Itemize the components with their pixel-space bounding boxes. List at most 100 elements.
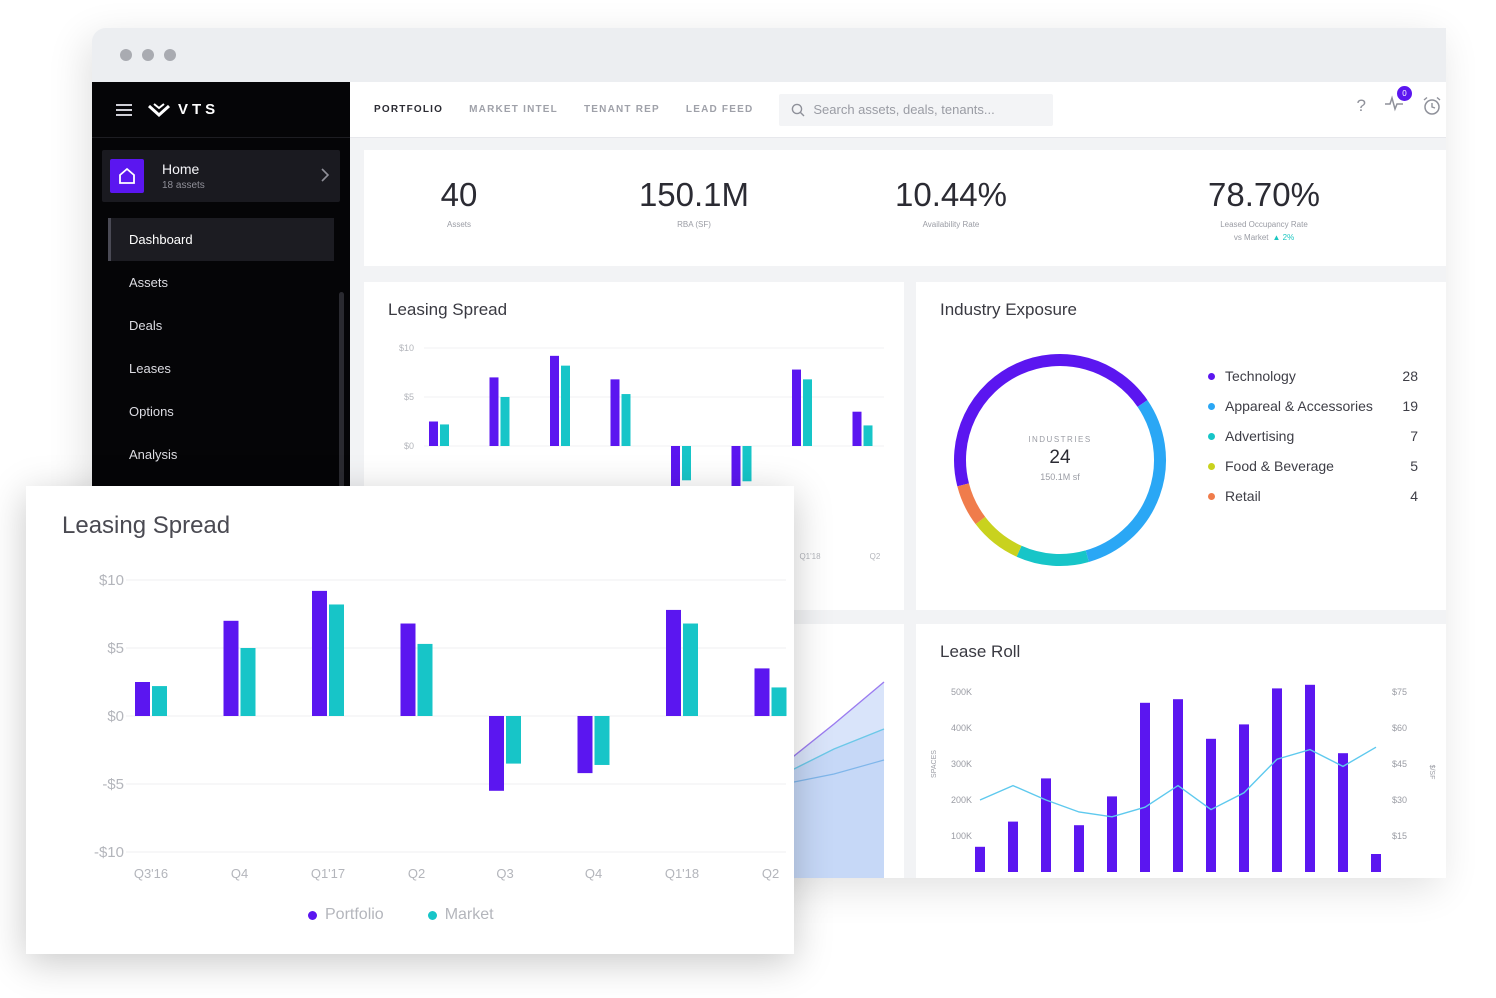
- x-tick-label: Q4: [585, 866, 602, 881]
- legend-item-market[interactable]: Market: [427, 906, 494, 924]
- kpi-label: Leased Occupancy Rate: [1220, 220, 1308, 229]
- tab-tenant-rep[interactable]: TENANT REP: [583, 104, 660, 115]
- bar-portfolio: [610, 379, 620, 446]
- tab-portfolio[interactable]: PORTFOLIO: [374, 104, 444, 115]
- y-right-tick-label: $30: [1392, 795, 1407, 805]
- legend-item-technology[interactable]: Technology 28: [1208, 368, 1418, 384]
- sidebar-item-assets[interactable]: Assets: [129, 275, 169, 290]
- y-left-axis-label: SPACES: [931, 750, 938, 778]
- lease-roll-bar: [1272, 688, 1282, 872]
- y-left-tick-label: 100K: [951, 831, 972, 841]
- card-title: Leasing Spread: [388, 300, 508, 319]
- bar-market: [621, 394, 631, 446]
- activity-button[interactable]: 0: [1384, 86, 1412, 117]
- legend-item-apparel[interactable]: Appareal & Accessories 19: [1208, 398, 1418, 414]
- legend-count: 19: [1402, 398, 1418, 414]
- x-tick-label: Q1'17: [311, 866, 345, 881]
- sidebar-item-dashboard[interactable]: Dashboard: [108, 218, 334, 261]
- legend-item-food-beverage[interactable]: Food & Beverage 5: [1208, 458, 1418, 474]
- window-maximize-dot[interactable]: [164, 49, 176, 61]
- bar-portfolio: [671, 446, 680, 500]
- legend-dot: [1208, 372, 1215, 380]
- legend-item-portfolio[interactable]: Portfolio: [308, 906, 384, 924]
- y-tick-label: -$5: [102, 776, 124, 793]
- kpi-value: 10.44%: [895, 176, 1007, 213]
- menu-icon[interactable]: [116, 103, 132, 116]
- home-card[interactable]: Home 18 assets: [102, 150, 340, 202]
- legend-label: Advertising: [1225, 428, 1295, 444]
- bar-portfolio: [852, 411, 862, 446]
- bar-market: [682, 446, 691, 481]
- sidebar-item-deals[interactable]: Deals: [129, 318, 163, 333]
- kpi-value: 150.1M: [638, 176, 750, 213]
- x-tick-label: Q1'18: [799, 552, 821, 561]
- home-icon: [110, 159, 144, 193]
- y-tick-label: -$10: [94, 844, 124, 861]
- y-tick-label: $5: [107, 640, 124, 657]
- bar-market: [417, 643, 433, 716]
- leasing-spread-zoom-panel: Leasing Spread $10 $5 $0 -$5 -$10 Q3'16 Q4 Q1'1…: [26, 486, 794, 954]
- kpi-label: RBA (SF): [677, 220, 711, 229]
- tab-lead-feed[interactable]: LEAD FEED: [685, 104, 754, 115]
- sidebar-item-options[interactable]: Options: [129, 404, 174, 419]
- lease-roll-bar: [975, 846, 985, 872]
- leasing-spread-mini-chart: $10 $5 $0 Q1'18 Q2: [399, 343, 884, 561]
- legend-item-advertising[interactable]: Advertising 7: [1208, 428, 1418, 444]
- lease-roll-bar: [1107, 796, 1117, 872]
- y-left-tick-label: 500K: [951, 687, 972, 697]
- bar-market: [683, 623, 698, 716]
- x-tick-label: Q2: [870, 552, 881, 561]
- lease-roll-bar: [1371, 854, 1381, 872]
- x-tick-label: Q3'16: [134, 866, 168, 881]
- bar-portfolio: [731, 446, 741, 488]
- y-tick-label: $10: [99, 572, 124, 589]
- bar-portfolio: [577, 716, 593, 774]
- top-icons: ? 0: [1356, 86, 1442, 117]
- legend-label: Portfolio: [325, 906, 384, 923]
- legend-dot: [308, 910, 317, 920]
- lease-roll-bar: [1206, 738, 1216, 872]
- kpi-value: 78.70%: [1208, 176, 1320, 213]
- y-tick-label: $0: [404, 441, 414, 451]
- bar-portfolio: [223, 620, 239, 716]
- lease-roll-chart: 500K $75 400K $60 300K $45 200K $30 100K $15 SPACE…: [931, 684, 1435, 872]
- donut-center-sub: 150.1M sf: [1040, 472, 1080, 482]
- lease-roll-bar: [1074, 825, 1084, 872]
- top-bar: PORTFOLIO MARKET INTEL TENANT REP LEAD F…: [350, 82, 1446, 138]
- bar-portfolio: [400, 623, 416, 716]
- chevron-right-icon: [321, 168, 330, 182]
- sidebar-nav: Dashboard Assets Deals Leases Options An…: [92, 218, 350, 476]
- legend-item-retail[interactable]: Retail 4: [1208, 488, 1418, 504]
- donut-center-value: 24: [1049, 447, 1071, 468]
- donut-slice: [957, 483, 986, 525]
- kpi-label: Assets: [446, 220, 471, 229]
- y-right-tick-label: $45: [1392, 759, 1407, 769]
- legend-label: Food & Beverage: [1225, 458, 1334, 474]
- tab-market-intel[interactable]: MARKET INTEL: [469, 104, 558, 115]
- bar-market: [771, 687, 787, 716]
- window-close-dot[interactable]: [120, 49, 132, 61]
- alarm-clock-icon[interactable]: [1422, 96, 1442, 116]
- sidebar-item-analysis[interactable]: Analysis: [129, 447, 178, 462]
- lease-roll-bar: [1140, 702, 1150, 872]
- window-minimize-dot[interactable]: [142, 49, 154, 61]
- legend-label: Appareal & Accessories: [1225, 398, 1373, 414]
- legend-count: 28: [1402, 368, 1418, 384]
- y-left-tick-label: 400K: [951, 723, 972, 733]
- zoom-legend: Portfolio Market: [308, 906, 494, 924]
- vts-logo[interactable]: VTS: [148, 101, 219, 118]
- donut-slice: [954, 354, 1148, 487]
- bar-market: [152, 686, 167, 716]
- bar-portfolio: [429, 421, 438, 446]
- help-icon[interactable]: ?: [1356, 95, 1366, 115]
- bar-portfolio: [489, 716, 504, 791]
- search-input[interactable]: [813, 102, 1044, 117]
- lease-roll-bar: [1008, 821, 1018, 872]
- kpi-assets: 40 Assets: [404, 176, 514, 229]
- sidebar-item-leases[interactable]: Leases: [129, 361, 171, 376]
- kpi-sub-label: vs Market: [1233, 233, 1269, 242]
- y-right-tick-label: $15: [1392, 831, 1407, 841]
- x-tick-label: Q3: [496, 866, 513, 881]
- lease-roll-bar: [1239, 724, 1249, 872]
